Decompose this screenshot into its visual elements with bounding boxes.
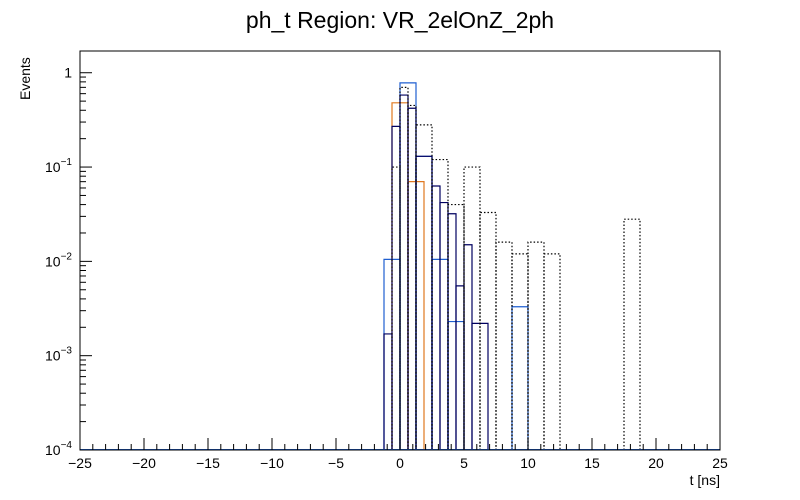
histogram-bin (415, 124, 433, 450)
plot-frame (79, 50, 721, 451)
series-3 (391, 86, 641, 450)
x-tick-label: 20 (648, 455, 664, 471)
y-axis-label: Events (17, 57, 33, 100)
histogram-bin (407, 104, 417, 450)
x-axis-label: t [ns] (690, 472, 720, 488)
x-tick-label: −10 (260, 455, 284, 471)
ticks-layer: −25 −20 −15 −10 −5 0 5 10 15 20 2510−410−310−210−1… (45, 65, 728, 471)
histogram-bin (391, 166, 401, 450)
series-layer (80, 82, 720, 450)
x-tick-label: 10 (520, 455, 536, 471)
y-tick-label: 1 (64, 65, 72, 81)
x-tick-label: −5 (328, 455, 344, 471)
histogram-bin (479, 211, 497, 450)
histogram-bin (447, 203, 465, 450)
x-tick-label: 25 (712, 455, 728, 471)
histogram-bin (511, 253, 529, 450)
histogram-bin (623, 218, 641, 450)
histogram-bin (543, 253, 561, 450)
histogram-bin (431, 158, 449, 450)
x-tick-label: 0 (396, 455, 404, 471)
histogram-bin (463, 166, 481, 450)
x-tick-label: −25 (68, 455, 92, 471)
x-tick-label: −20 (132, 455, 156, 471)
chart-title: ph_t Region: VR_2elOnZ_2ph (246, 7, 554, 33)
x-tick-label: 5 (460, 455, 468, 471)
x-tick-label: 15 (584, 455, 600, 471)
x-tick-label: −15 (196, 455, 220, 471)
